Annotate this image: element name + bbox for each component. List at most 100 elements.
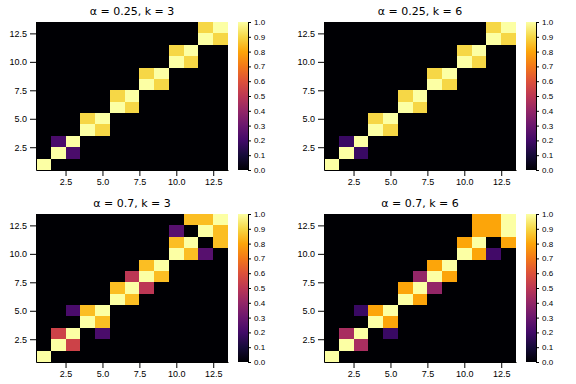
cell [398,90,413,101]
cell [169,102,184,113]
x-axis-tick: 5.0 [385,170,398,187]
x-axis-line [37,170,229,171]
cell [95,237,110,248]
cell [427,33,442,44]
cell [125,237,140,248]
y-axis-tick-label: 5.0 [14,114,27,124]
cell [501,237,516,248]
colorbar-axis-tick-mark [248,126,251,127]
cell [139,271,154,282]
colorbar-axis-tick-label: 0.7 [542,62,554,71]
colorbar-axis-tick: 0.7 [248,254,266,263]
cell [457,124,472,135]
cell [354,45,369,56]
y-axis-tick-mark [30,33,36,34]
cell [198,124,213,135]
cell [66,305,81,316]
colorbar-axis-tick-mark [536,318,539,319]
cell [368,102,383,113]
cell [339,68,354,79]
cell [95,159,110,170]
cell [139,282,154,293]
cell [198,260,213,271]
cell [66,271,81,282]
cell [110,214,125,225]
cell [354,294,369,305]
cell [213,316,228,327]
cell [339,113,354,124]
cell [80,113,95,124]
cell [486,147,501,158]
y-axis-tick: 2.5 [302,143,324,153]
colorbar-axis-tick-mark [248,140,251,141]
colorbar-axis-tick-label: 0.4 [542,299,554,308]
cell [354,113,369,124]
cell [95,339,110,350]
cell [51,237,66,248]
cell [339,237,354,248]
cell [383,124,398,135]
cell [413,339,428,350]
cell [154,305,169,316]
cell [354,33,369,44]
cell [368,237,383,248]
cell [184,33,199,44]
cell [383,316,398,327]
cell [324,248,339,259]
cell [324,294,339,305]
colorbar-axis-tick-label: 1.0 [254,210,266,219]
cell [139,248,154,259]
colorbar-axis-tick: 0.1 [536,151,554,160]
x-axis-tick: 7.5 [134,170,147,187]
y-axis-tick-label: 5.0 [14,306,27,316]
panel: 2.55.07.510.012.52.55.07.510.012.5α = 0.… [9,197,265,379]
cell [213,159,228,170]
cell [110,248,125,259]
cell [66,113,81,124]
cell [139,56,154,67]
cell [501,56,516,67]
cell [368,159,383,170]
cell [110,237,125,248]
cell [125,90,140,101]
x-axis-tick-mark [464,170,465,176]
colorbar-axis-tick: 0.7 [536,62,554,71]
cell [383,282,398,293]
colorbar-axis-tick-label: 0.4 [542,107,554,116]
cell [66,79,81,90]
colorbar-axis-tick-mark [248,362,251,363]
cell [368,124,383,135]
cell [472,316,487,327]
x-axis-tick: 7.5 [422,362,435,379]
y-axis-tick-mark [30,90,36,91]
cell [427,271,442,282]
cell [125,33,140,44]
colorbar-axis-tick-label: 1.0 [542,18,554,27]
y-axis-tick: 5.0 [14,114,36,124]
cell [66,68,81,79]
cell [486,159,501,170]
cell [427,45,442,56]
colorbar-axis-tick-mark [536,332,539,333]
cell [354,214,369,225]
cell [213,328,228,339]
cell [383,22,398,33]
cell [486,56,501,67]
colorbar-axis-tick-mark [536,288,539,289]
cell [427,124,442,135]
cell [110,316,125,327]
cell [413,45,428,56]
colorbar-axis-tick-mark [248,258,251,259]
cell [66,159,81,170]
cell [442,22,457,33]
cell [398,339,413,350]
cell [139,159,154,170]
cell [413,214,428,225]
y-axis-tick: 12.5 [297,221,324,231]
x-axis-tick-mark [501,170,502,176]
cell [110,68,125,79]
cell [383,136,398,147]
cell [398,328,413,339]
colorbar-axis-tick-label: 0.3 [254,122,266,131]
cell [442,271,457,282]
